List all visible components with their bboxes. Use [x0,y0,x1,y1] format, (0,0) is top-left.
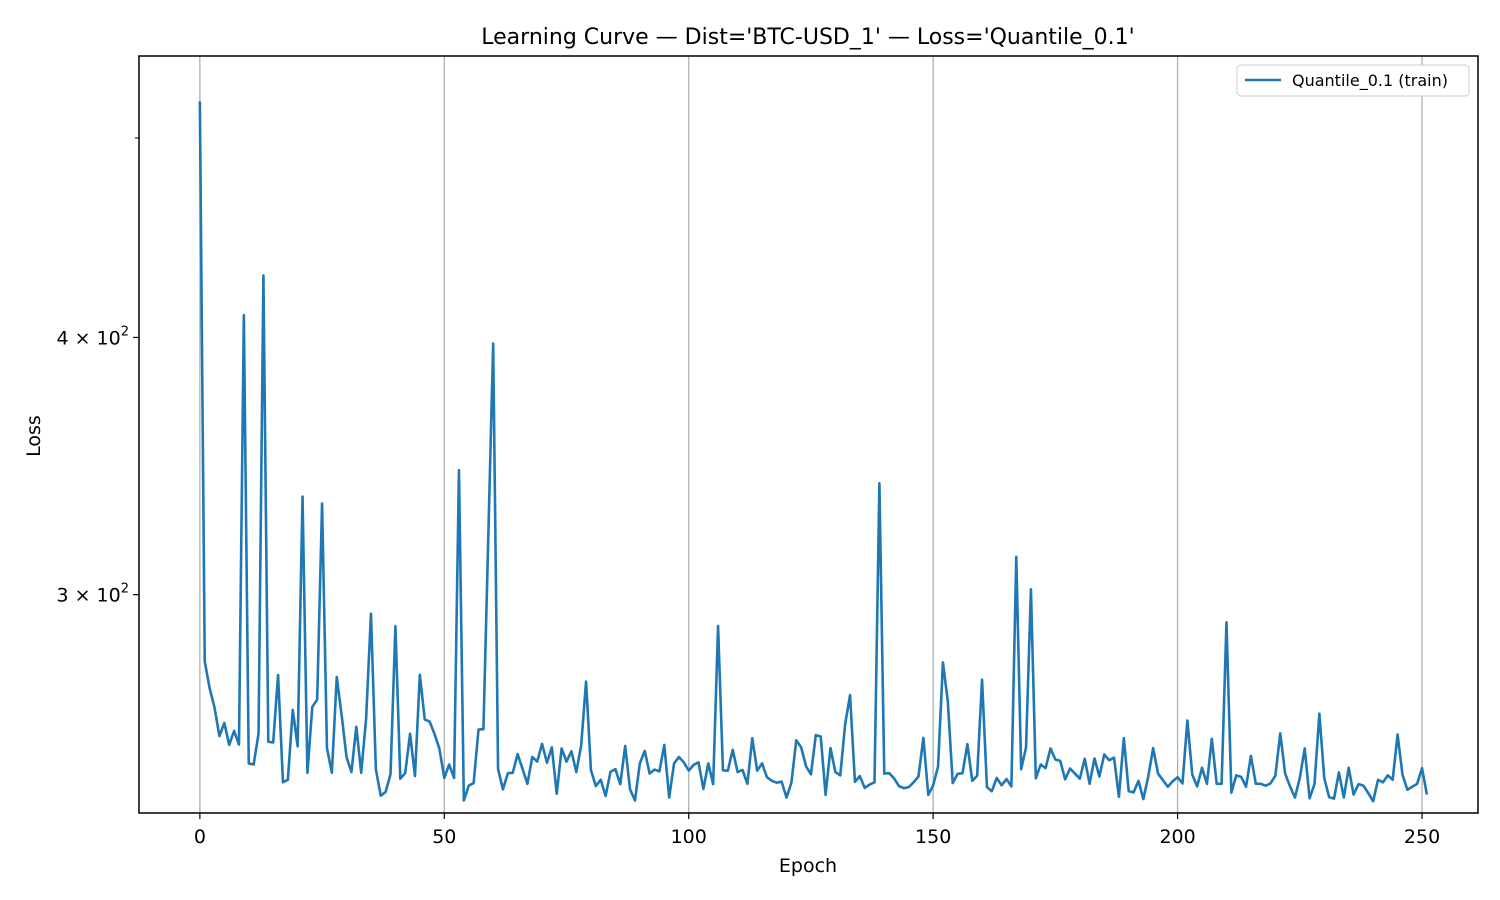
x-tick-label: 0 [194,826,206,848]
y-axis-label: Loss [23,415,45,457]
legend-box [1236,64,1470,97]
x-tick-label: 50 [432,826,456,848]
x-tick-label: 100 [671,826,707,848]
legend: Quantile_0.1 (train) [1236,64,1470,97]
plot-area-frame [138,55,1479,814]
y-tick-label: 3 × 102 [56,582,129,607]
chart-title: Learning Curve — Dist='BTC-USD_1' — Loss… [481,25,1134,50]
x-axis-ticks: 0 50 100 150 200 250 [194,813,1440,848]
x-axis-label: Epoch [779,855,837,877]
y-tick-label: 4 × 102 [56,324,129,349]
x-tick-label: 200 [1159,826,1195,848]
y-axis-ticks: 3 × 102 4 × 102 [56,137,139,607]
legend-label: Quantile_0.1 (train) [1292,71,1448,91]
x-tick-label: 250 [1404,826,1440,848]
x-tick-label: 150 [915,826,951,848]
series-line-quantile-train [198,101,1429,803]
